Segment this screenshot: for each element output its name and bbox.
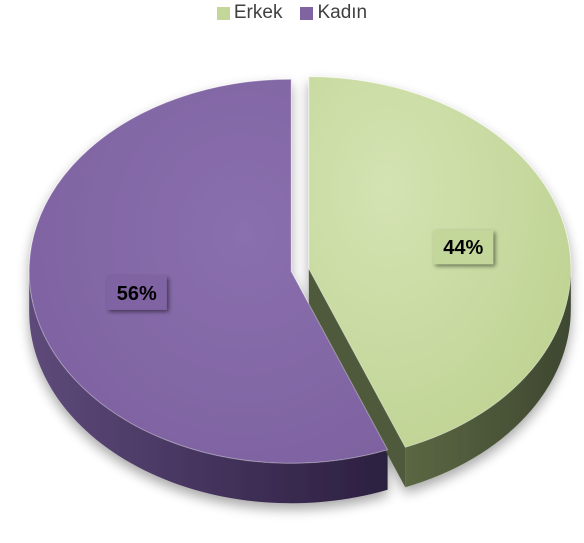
pie-side-kadin xyxy=(29,271,388,504)
data-label-erkek: 44% xyxy=(443,237,483,259)
legend-label-erkek: Erkek xyxy=(233,2,283,23)
data-label-bg-erkek xyxy=(433,230,494,265)
data-label-kadin: 56% xyxy=(117,283,157,305)
pie-slice-kadin xyxy=(28,78,389,464)
legend-label-kadin: Kadın xyxy=(317,2,368,23)
data-label-box-kadin xyxy=(106,275,167,310)
pie-side-erkek xyxy=(405,268,571,488)
legend-swatch-kadin xyxy=(300,6,314,20)
legend-item-kadin: Kadın xyxy=(300,2,367,24)
legend-item-erkek: Erkek xyxy=(216,2,283,24)
chart-legend: Erkek Kadın xyxy=(0,2,584,24)
pie-cut-wall-erkek xyxy=(308,268,406,488)
data-label-bg-kadin xyxy=(106,275,167,310)
legend-swatch-erkek xyxy=(216,6,230,20)
data-label-box-erkek xyxy=(433,230,494,265)
